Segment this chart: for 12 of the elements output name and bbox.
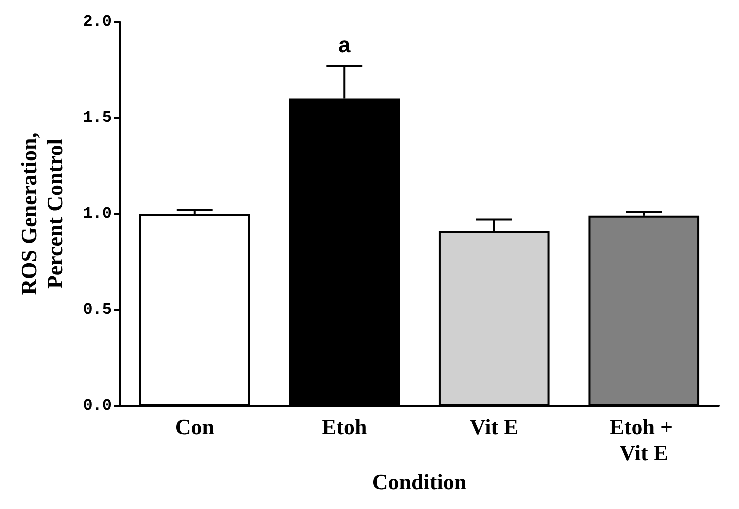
y-tick-label: 1.5 (83, 109, 112, 127)
x-tick-label: Etoh + Vit E (610, 414, 679, 466)
x-axis-title: Condition (372, 469, 467, 494)
y-tick-label: 0.0 (83, 397, 112, 415)
x-tick-label: Vit E (470, 414, 519, 440)
y-tick-label: 0.5 (83, 301, 112, 319)
y-tick-label: 2.0 (83, 13, 112, 31)
y-axis-title: ROS Generation, Percent Control (16, 132, 68, 296)
annotation: a (338, 32, 352, 58)
x-tick-label: Con (175, 414, 214, 440)
x-tick-label: Etoh (322, 414, 368, 440)
y-tick-label: 1.0 (83, 205, 112, 223)
